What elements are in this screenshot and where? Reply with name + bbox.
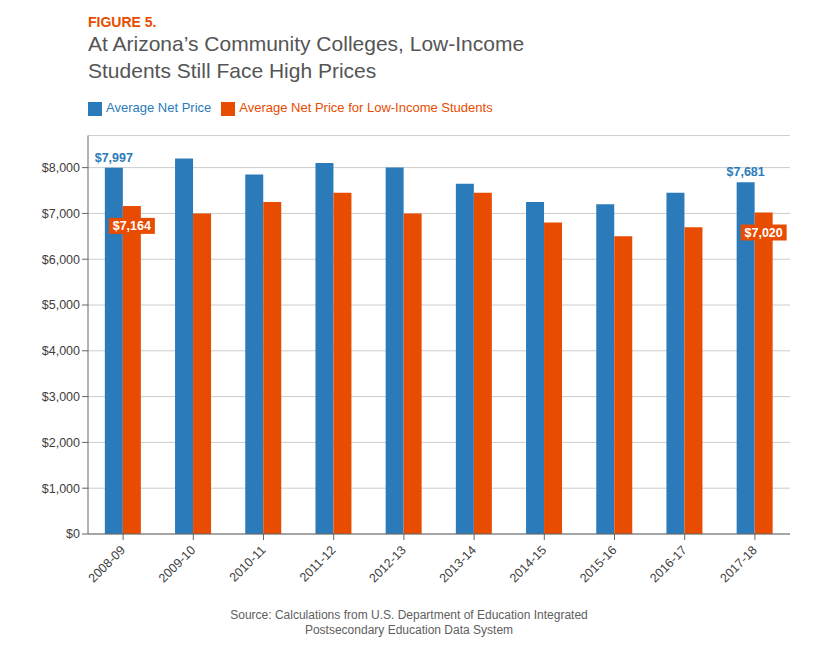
html-text:FIGURE 5.: FIGURE 5. <box>88 14 157 30</box>
html-text:Postsecondary Education Data S: Postsecondary Education Data System <box>304 623 513 637</box>
svg-text:$0: $0 <box>66 527 80 541</box>
svg-text:$6,000: $6,000 <box>42 253 80 267</box>
svg-text:2013-14: 2013-14 <box>437 543 479 585</box>
svg-text:2014-15: 2014-15 <box>507 543 549 585</box>
svg-text:2017-18: 2017-18 <box>718 543 760 585</box>
svg-text:$1,000: $1,000 <box>42 482 80 496</box>
html-text:At Arizona’s Community College: At Arizona’s Community Colleges, Low-Inc… <box>88 32 525 55</box>
svg-text:$7,681: $7,681 <box>727 165 765 179</box>
svg-text:$4,000: $4,000 <box>42 344 80 358</box>
html-text:Average Net Price for Low-Inco: Average Net Price for Low-Income Student… <box>239 100 493 115</box>
html-text:Students Still Face High Price: Students Still Face High Prices <box>88 59 377 82</box>
svg-text:$8,000: $8,000 <box>42 161 80 175</box>
svg-text:$7,020: $7,020 <box>745 226 783 240</box>
html-text:Average Net Price: Average Net Price <box>106 100 212 115</box>
svg-text:$7,164: $7,164 <box>113 219 151 233</box>
svg-text:$3,000: $3,000 <box>42 390 80 404</box>
svg-text:$5,000: $5,000 <box>42 298 80 312</box>
svg-text:2012-13: 2012-13 <box>367 543 409 585</box>
svg-text:2016-17: 2016-17 <box>647 543 689 585</box>
svg-text:2010-11: 2010-11 <box>227 543 269 585</box>
svg-text:$2,000: $2,000 <box>42 436 80 450</box>
svg-text:2015-16: 2015-16 <box>577 543 619 585</box>
svg-text:$7,000: $7,000 <box>42 207 80 221</box>
svg-text:2011-12: 2011-12 <box>297 543 339 585</box>
svg-text:$7,997: $7,997 <box>95 151 133 165</box>
svg-text:2008-09: 2008-09 <box>86 543 128 585</box>
html-text:Source: Calculations from U.S.: Source: Calculations from U.S. Departmen… <box>230 608 588 622</box>
svg-text:2009-10: 2009-10 <box>156 543 198 585</box>
